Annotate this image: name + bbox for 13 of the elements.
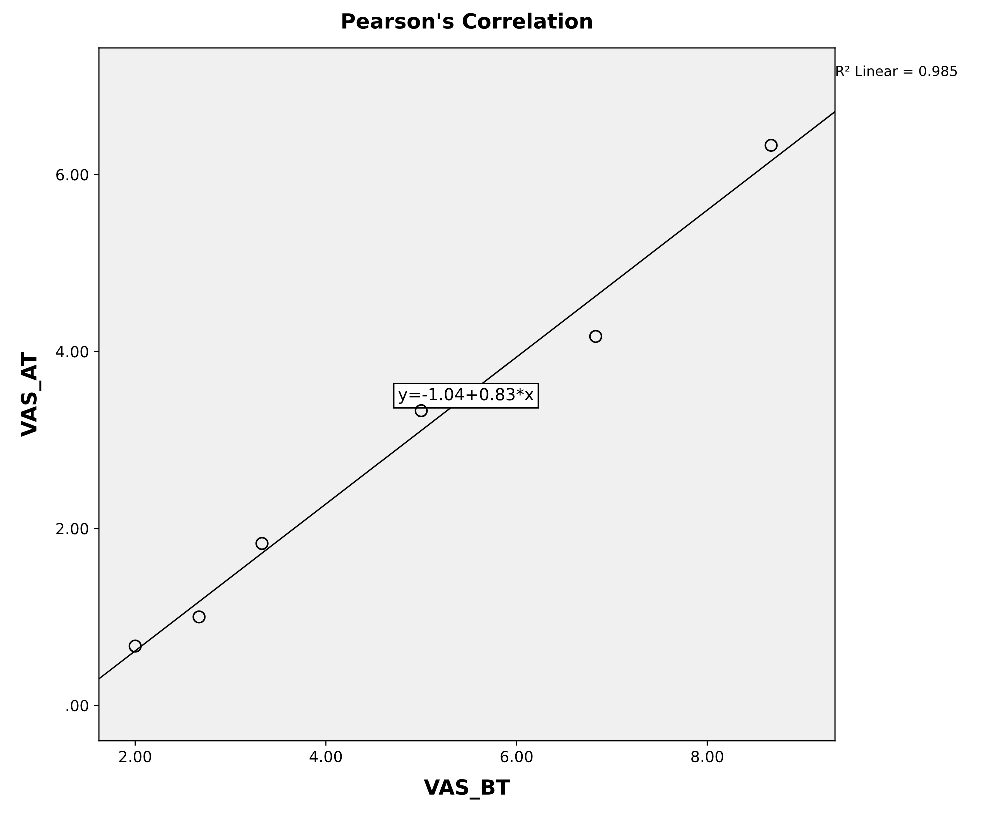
x-tick-label: 2.00 <box>120 751 152 763</box>
x-tick-label: 4.00 <box>310 751 342 763</box>
y-tick-label: 2.00 <box>56 523 88 535</box>
x-tick-label: 8.00 <box>692 751 724 763</box>
x-tick-label: 6.00 <box>500 751 533 763</box>
y-tick-label: .00 <box>66 700 88 712</box>
annotation: y=-1.04+0.83*x <box>398 388 534 404</box>
y-tick-label: 4.00 <box>56 346 88 358</box>
text: R² Linear = 0.985 <box>836 66 958 76</box>
chart-title: Pearson's Correlation <box>342 12 592 30</box>
y-tick-label: 6.00 <box>56 169 88 181</box>
y-axis-title: VAS_AT <box>21 352 42 437</box>
x-axis-title: VAS_BT <box>424 779 510 800</box>
